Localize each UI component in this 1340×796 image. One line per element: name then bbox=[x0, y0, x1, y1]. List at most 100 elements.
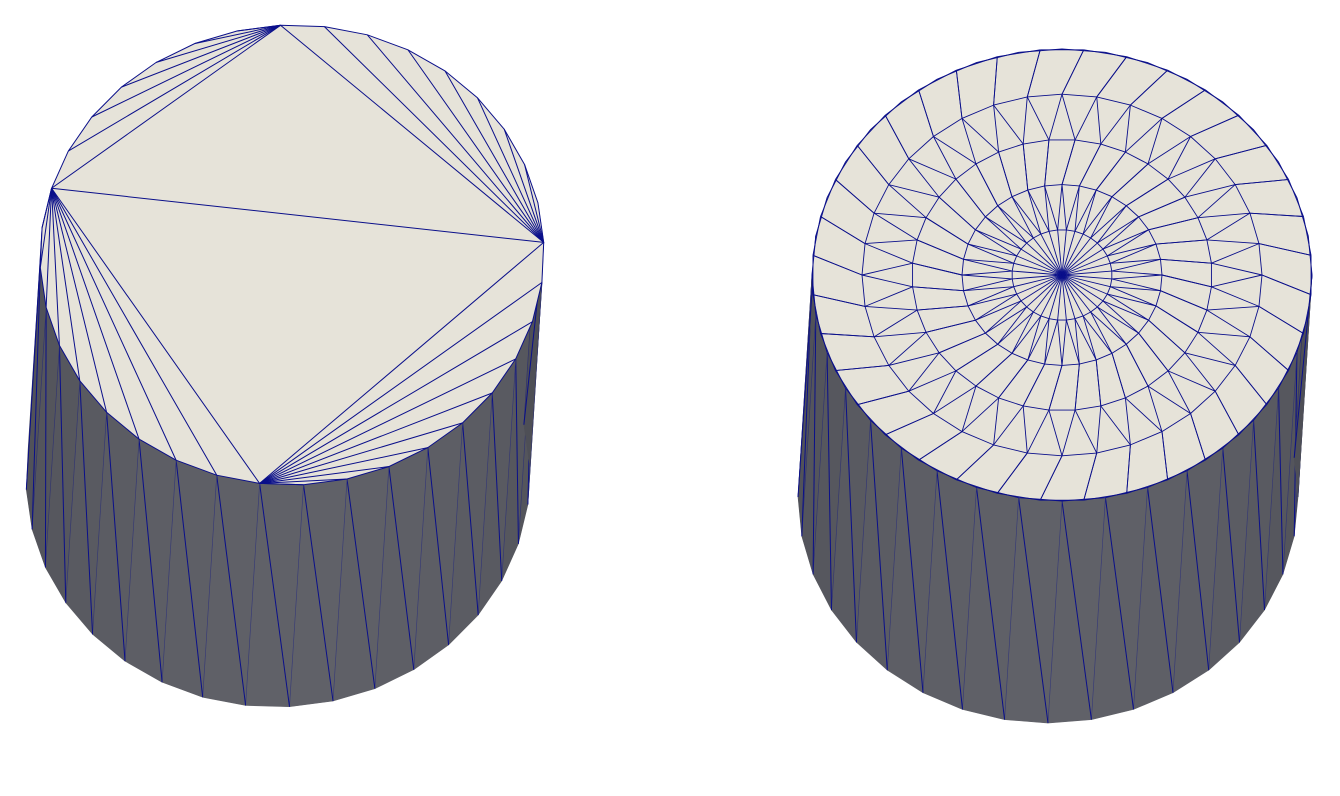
cap-mesh-edge bbox=[1061, 274, 1108, 295]
side-mesh-edge bbox=[332, 479, 348, 702]
cap-mesh-edge bbox=[908, 158, 957, 180]
side-mesh-edge bbox=[448, 422, 463, 645]
cap-mesh-edge bbox=[912, 262, 963, 276]
cap-mesh-edge bbox=[955, 163, 977, 180]
cap-mesh-edge bbox=[993, 104, 1024, 145]
side-mesh-edge bbox=[374, 466, 390, 689]
cap-mesh-edge bbox=[835, 179, 875, 214]
cap-mesh-edge bbox=[1074, 230, 1084, 235]
cap-mesh-edge bbox=[857, 390, 909, 406]
cap-mesh-edge bbox=[1214, 158, 1236, 185]
cap-mesh-edge bbox=[1061, 274, 1092, 313]
cap-mesh-edge bbox=[1012, 270, 1063, 276]
cap-mesh-edge bbox=[908, 352, 940, 392]
cap-mesh-edge bbox=[156, 24, 281, 63]
side-mesh-edge bbox=[462, 422, 479, 616]
cap-mesh-edge bbox=[1155, 305, 1199, 333]
cap-mesh-edge bbox=[835, 370, 858, 405]
side-mesh-edge bbox=[216, 475, 247, 706]
cap-mesh-edge bbox=[993, 96, 1028, 106]
side-mesh-edge bbox=[856, 420, 871, 643]
cap-mesh-edge bbox=[1107, 243, 1157, 257]
cap-mesh-edge bbox=[1111, 278, 1161, 292]
cap-mesh-edge bbox=[1048, 274, 1063, 319]
side-mesh-edge bbox=[45, 345, 60, 568]
cap-mesh-edge bbox=[1197, 331, 1250, 338]
cap-mesh-edge bbox=[938, 196, 976, 231]
cap-mesh-edge bbox=[1184, 158, 1216, 198]
cap-mesh-edge bbox=[1147, 385, 1191, 414]
cap-mesh-edge bbox=[1214, 365, 1236, 392]
cap-mesh-edge bbox=[888, 184, 927, 219]
cap-mesh-edge bbox=[1148, 305, 1157, 321]
cap-mesh-edge bbox=[975, 229, 1022, 250]
cap-mesh-edge bbox=[1138, 319, 1149, 334]
cap-mesh-edge bbox=[1011, 315, 1042, 354]
side-mesh-edge bbox=[1222, 448, 1241, 643]
cap-mesh-edge bbox=[967, 305, 976, 321]
cap-mesh-edge bbox=[1061, 319, 1067, 366]
cap-mesh-edge bbox=[1155, 243, 1161, 260]
cap-mesh-edge bbox=[1026, 306, 1034, 313]
cap-mesh-edge bbox=[873, 336, 890, 366]
side-mesh-edge bbox=[427, 447, 450, 645]
side-mesh-edge bbox=[801, 314, 817, 537]
cap-mesh-edge bbox=[1205, 89, 1240, 116]
side-mesh-edge bbox=[413, 447, 429, 670]
cap-mesh-edge bbox=[918, 69, 957, 91]
cap-mesh-edge bbox=[1048, 94, 1063, 141]
cap-mesh-edge bbox=[1082, 196, 1113, 235]
cap-mesh-edge bbox=[864, 286, 913, 307]
cap-mesh-edge bbox=[1082, 189, 1097, 235]
cap-mesh-edge bbox=[1061, 93, 1097, 98]
cap-mesh-edge bbox=[873, 184, 890, 214]
cap-mesh-edge bbox=[856, 404, 886, 436]
cap-mesh-edge bbox=[1011, 311, 1034, 354]
cap-mesh-edge bbox=[1206, 309, 1251, 338]
cap-mesh-edge bbox=[1190, 136, 1216, 160]
cap-mesh-edge bbox=[963, 290, 969, 307]
side-mesh-edge bbox=[812, 314, 817, 575]
cap-mesh-edge bbox=[1124, 397, 1131, 445]
cap-mesh-edge bbox=[985, 216, 1027, 244]
cap-mesh-edge bbox=[956, 444, 994, 481]
cap-mesh-edge bbox=[865, 239, 918, 245]
cap-mesh-edge bbox=[1057, 184, 1063, 231]
side-mesh-edge bbox=[501, 358, 517, 581]
cap-mesh-edge bbox=[1197, 212, 1250, 219]
cap-mesh-edge bbox=[1026, 274, 1063, 308]
cap-mesh-edge bbox=[1107, 293, 1157, 307]
cap-mesh-edge bbox=[1079, 359, 1097, 365]
cap-mesh-edge bbox=[1106, 286, 1111, 295]
cap-mesh-edge bbox=[856, 114, 886, 146]
cap-mesh-edge bbox=[884, 114, 910, 159]
cap-mesh-edge bbox=[1022, 363, 1046, 407]
cap-mesh-edge bbox=[1016, 248, 1022, 257]
coarse-cylinder-mesh bbox=[25, 24, 545, 708]
cap-mesh-edge bbox=[1048, 318, 1058, 321]
cap-mesh-edge bbox=[1013, 286, 1018, 295]
cap-mesh-edge bbox=[51, 188, 108, 413]
side-mesh-edge bbox=[44, 307, 47, 568]
cap-mesh-edge bbox=[967, 293, 1017, 307]
cap-mesh-edge bbox=[1100, 397, 1126, 407]
cap-mesh-edge bbox=[1111, 274, 1163, 280]
cap-mesh-edge bbox=[1184, 352, 1216, 392]
cap-mesh-edge bbox=[1061, 274, 1067, 321]
cap-mesh-edge bbox=[1057, 229, 1063, 276]
cap-mesh-edge bbox=[68, 24, 281, 152]
side-mesh-edge bbox=[245, 483, 260, 706]
cap-mesh-edge bbox=[925, 319, 976, 333]
cap-face bbox=[39, 24, 545, 486]
cap-mesh-edge bbox=[1215, 144, 1267, 160]
cap-mesh-edge bbox=[963, 286, 1014, 292]
cap-mesh-edge bbox=[1048, 229, 1058, 232]
cap-mesh-edge bbox=[885, 413, 934, 436]
cap-mesh-edge bbox=[1110, 286, 1161, 292]
cap-mesh-edge bbox=[861, 274, 866, 307]
cap-mesh-edge bbox=[1126, 178, 1169, 207]
cap-mesh-edge bbox=[820, 333, 836, 371]
cap-mesh-edge bbox=[985, 216, 1022, 250]
cap-mesh-edge bbox=[1167, 69, 1206, 91]
side-mesh-edge bbox=[1253, 420, 1266, 611]
